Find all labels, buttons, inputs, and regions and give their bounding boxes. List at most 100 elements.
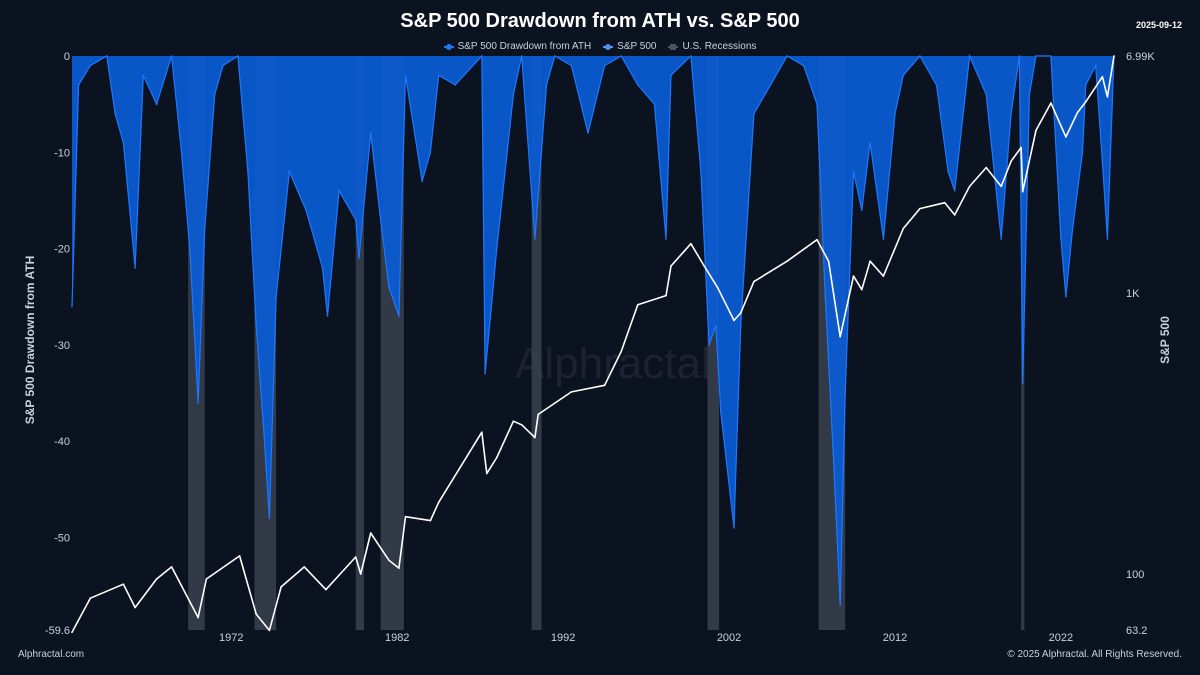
sp500-point [155, 578, 158, 580]
drawdown-point [1010, 113, 1012, 115]
drawdown-point [237, 55, 239, 57]
right-tick-label: 1K [1126, 288, 1140, 300]
x-tick-label: 1982 [385, 632, 409, 644]
recession-band [355, 56, 365, 630]
right-tick-label: 6.99K [1126, 51, 1155, 63]
sp500-point [839, 335, 841, 338]
sp500-point [359, 573, 362, 575]
footer-copyright: © 2025 Alphractal. All Rights Reserved. [1007, 649, 1182, 660]
sp500-point [170, 566, 173, 568]
sp500-point [534, 436, 536, 439]
drawdown-point [520, 55, 523, 57]
sp500-point [429, 519, 432, 522]
sp500-point [537, 413, 539, 416]
legend-label-drawdown: S&P 500 Drawdown from ATH [457, 41, 592, 52]
sp500-point [968, 185, 971, 188]
recession-band [254, 56, 277, 630]
sp500-series [71, 55, 1115, 634]
drawdown-point [1050, 55, 1052, 57]
date-label: 2025-09-12 [1135, 20, 1182, 30]
x-tick-label: 2022 [1049, 632, 1073, 644]
legend: S&P 500 Drawdown from ATH S&P 500 U.S. R… [0, 41, 1200, 52]
sp500-point [496, 456, 498, 459]
sp500-point [354, 556, 357, 558]
sp500-point [869, 260, 871, 263]
axes: S&P 500 Drawdown from ATH S&P 500 0 -10 -2… [23, 51, 1172, 644]
sp500-point [268, 629, 271, 632]
sp500-point [1021, 190, 1024, 193]
sp500-point [280, 586, 282, 588]
drawdown-point [255, 324, 257, 327]
drawdown-point [816, 103, 818, 105]
left-tick-label: 0 [64, 51, 70, 63]
legend-item-drawdown[interactable]: S&P 500 Drawdown from ATH [443, 41, 592, 52]
legend-swatch-drawdown [443, 43, 454, 50]
drawdown-point [114, 113, 116, 115]
left-tick-label: -59.6 [45, 625, 70, 637]
drawdown-point [454, 84, 457, 86]
legend-item-sp500[interactable]: S&P 500 [603, 41, 656, 52]
drawdown-point [1028, 93, 1031, 96]
drawdown-point [947, 170, 949, 173]
sp500-point [816, 238, 818, 241]
drawdown-point [953, 190, 956, 192]
sp500-point [512, 420, 515, 423]
legend-label-recessions: U.S. Recessions [682, 41, 757, 52]
left-tick-label: -20 [54, 244, 70, 256]
sp500-line [71, 55, 1115, 633]
drawdown-point [437, 74, 440, 77]
legend-item-recessions[interactable]: U.S. Recessions [668, 41, 756, 52]
drawdown-point [1000, 238, 1002, 240]
drawdown-point [534, 238, 536, 240]
legend-label-sp500: S&P 500 [617, 41, 657, 52]
drawdown-point [268, 517, 271, 520]
drawdown-point [142, 74, 145, 77]
drawdown-point [1021, 382, 1024, 385]
sp500-point [733, 319, 735, 322]
right-tick-label: 100 [1126, 569, 1144, 581]
sp500-point [637, 303, 639, 306]
drawdown-point [89, 64, 92, 67]
drawdown-point [1094, 64, 1097, 67]
drawdown-point [358, 257, 360, 260]
sp500-point [882, 275, 885, 277]
sp500-point [1101, 75, 1104, 78]
drawdown-point [1106, 238, 1109, 240]
sp500-point [919, 207, 921, 210]
sp500-point [690, 242, 692, 245]
sp500-point [1085, 101, 1087, 103]
drawdown-point [753, 113, 755, 115]
sp500-point [1000, 185, 1002, 188]
sp500-point [388, 559, 390, 561]
drawdown-point [968, 55, 971, 57]
sp500-point [1076, 111, 1079, 114]
drawdown-point [512, 93, 515, 96]
drawdown-point [122, 141, 125, 144]
drawdown-point [170, 55, 173, 57]
drawdown-point [720, 411, 722, 414]
chart-title: S&P 500 Drawdown from ATH vs. S&P 500 [400, 10, 800, 32]
drawdown-point [213, 93, 216, 96]
sp500-point [620, 350, 622, 353]
drawdown-point [106, 55, 108, 57]
drawdown-point [388, 286, 390, 288]
sp500-point [71, 631, 73, 634]
drawdown-point [769, 84, 772, 86]
sp500-point [197, 616, 199, 619]
drawdown-point [326, 315, 329, 317]
drawdown-point [852, 170, 855, 173]
sp500-point [902, 227, 905, 230]
right-axis-label: S&P 500 [1158, 316, 1172, 364]
sp500-point [703, 265, 705, 267]
drawdown-point [670, 74, 672, 77]
sp500-point [303, 566, 306, 568]
recession-band [707, 56, 720, 630]
drawdown-point [484, 373, 486, 375]
drawdown-point [189, 247, 191, 250]
sp500-point [325, 588, 327, 591]
sp500-point [1010, 160, 1012, 162]
sp500-point [520, 424, 523, 426]
drawdown-point [496, 247, 498, 250]
drawdown-point [637, 84, 639, 86]
sp500-point [1050, 102, 1052, 104]
